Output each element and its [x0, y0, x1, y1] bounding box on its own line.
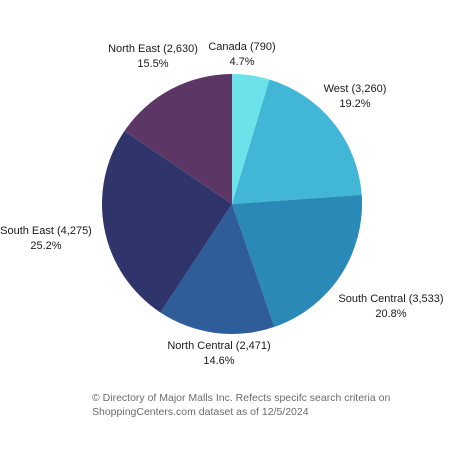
slice-labels: Canada (790) 4.7% West (3,260) 19.2% South C… — [0, 41, 443, 367]
pie-slice-south-central — [232, 194, 363, 327]
slice-label-north-central: North Central (2,471) — [167, 340, 270, 352]
footnote-line-1: © Directory of Major Malls Inc. Refects … — [92, 392, 391, 404]
pie-slice-west — [232, 79, 362, 204]
slice-percent-south-east: 25.2% — [30, 240, 61, 252]
pie-slice-north-east — [124, 74, 232, 204]
slice-percent-west: 19.2% — [339, 98, 370, 110]
pie-slice-south-east — [101, 130, 232, 313]
slice-percent-canada: 4.7% — [229, 56, 254, 68]
slice-percent-north-central: 14.6% — [203, 355, 234, 367]
footnote-line-2: ShoppingCenters.com dataset as of 12/5/2… — [92, 406, 309, 418]
pie-slice-north-central — [160, 204, 275, 334]
slice-label-north-east: North East (2,630) — [108, 43, 198, 55]
pie-slices — [101, 74, 363, 334]
slice-percent-south-central: 20.8% — [375, 308, 406, 320]
slice-label-west: West (3,260) — [324, 83, 387, 95]
source-footnote: © Directory of Major Malls Inc. Refects … — [92, 391, 392, 419]
slice-percent-north-east: 15.5% — [137, 58, 168, 70]
slice-label-south-east: South East (4,275) — [0, 225, 92, 237]
slice-label-canada: Canada (790) — [208, 41, 275, 53]
slice-label-south-central: South Central (3,533) — [338, 293, 443, 305]
pie-slice-canada — [232, 74, 270, 204]
